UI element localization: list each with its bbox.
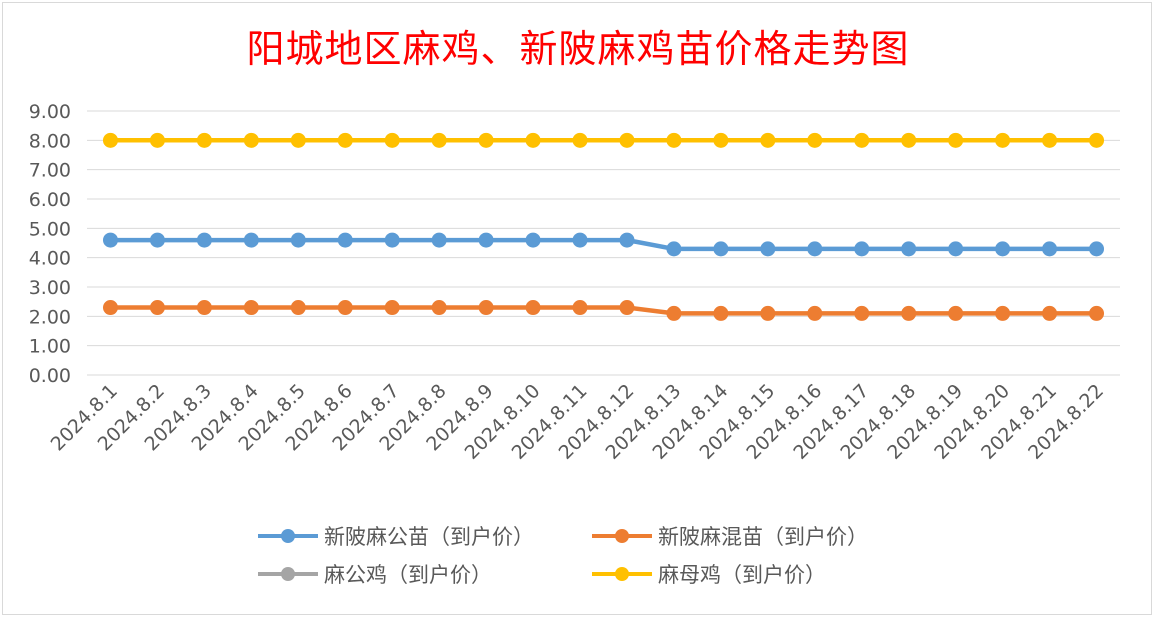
data-point — [619, 232, 635, 248]
data-point — [948, 305, 964, 321]
y-tick-label: 8.00 — [29, 130, 71, 152]
data-point — [1089, 132, 1105, 148]
data-point — [948, 132, 964, 148]
data-point — [478, 132, 494, 148]
series-line-2 — [110, 305, 1097, 316]
series-line-1 — [110, 237, 1097, 252]
data-point — [1042, 241, 1058, 257]
data-point — [854, 305, 870, 321]
chart-title: 阳城地区麻鸡、新陂麻鸡苗价格走势图 — [246, 27, 910, 71]
data-point — [243, 232, 259, 248]
data-point — [619, 300, 635, 316]
data-point — [713, 241, 729, 257]
data-point — [995, 305, 1011, 321]
data-point — [666, 241, 682, 257]
data-point — [243, 132, 259, 148]
data-point — [243, 300, 259, 316]
data-point — [572, 232, 588, 248]
data-point — [901, 241, 917, 257]
y-tick-label: 1.00 — [29, 336, 71, 358]
data-point — [431, 232, 447, 248]
data-point — [901, 132, 917, 148]
data-point — [290, 300, 306, 316]
data-point — [431, 132, 447, 148]
data-point — [760, 305, 776, 321]
data-point — [1089, 305, 1105, 321]
data-point — [807, 305, 823, 321]
data-point — [525, 232, 541, 248]
data-point — [384, 232, 400, 248]
data-point — [713, 305, 729, 321]
data-point — [196, 300, 212, 316]
data-point — [760, 132, 776, 148]
data-point — [102, 300, 118, 316]
data-point — [807, 132, 823, 148]
data-point — [149, 300, 165, 316]
data-point — [948, 241, 964, 257]
data-point — [619, 132, 635, 148]
data-point — [995, 241, 1011, 257]
data-point — [901, 305, 917, 321]
data-point — [290, 132, 306, 148]
data-point — [102, 232, 118, 248]
y-tick-label: 7.00 — [29, 160, 71, 182]
data-point — [196, 232, 212, 248]
data-point — [149, 132, 165, 148]
data-point — [384, 132, 400, 148]
data-point — [525, 132, 541, 148]
data-point — [478, 300, 494, 316]
y-tick-label: 9.00 — [29, 101, 71, 123]
data-point — [431, 300, 447, 316]
y-tick-label: 3.00 — [29, 277, 71, 299]
data-point — [478, 232, 494, 248]
data-point — [713, 132, 729, 148]
data-point — [572, 300, 588, 316]
data-point — [102, 132, 118, 148]
data-point — [149, 232, 165, 248]
data-point — [337, 232, 353, 248]
data-point — [854, 241, 870, 257]
y-tick-label: 0.00 — [29, 365, 71, 387]
data-point — [196, 132, 212, 148]
y-tick-label: 2.00 — [29, 306, 71, 328]
data-point — [572, 132, 588, 148]
data-point — [1089, 241, 1105, 257]
y-tick-label: 5.00 — [29, 218, 71, 240]
data-point — [666, 305, 682, 321]
data-point — [854, 132, 870, 148]
data-point — [760, 241, 776, 257]
data-point — [666, 132, 682, 148]
data-point — [384, 300, 400, 316]
data-point — [525, 300, 541, 316]
data-point — [1042, 132, 1058, 148]
data-point — [337, 132, 353, 148]
y-tick-label: 6.00 — [29, 189, 71, 211]
data-point — [1042, 305, 1058, 321]
data-point — [995, 132, 1011, 148]
data-point — [290, 232, 306, 248]
y-tick-label: 4.00 — [29, 248, 71, 270]
data-point — [807, 241, 823, 257]
data-point — [337, 300, 353, 316]
